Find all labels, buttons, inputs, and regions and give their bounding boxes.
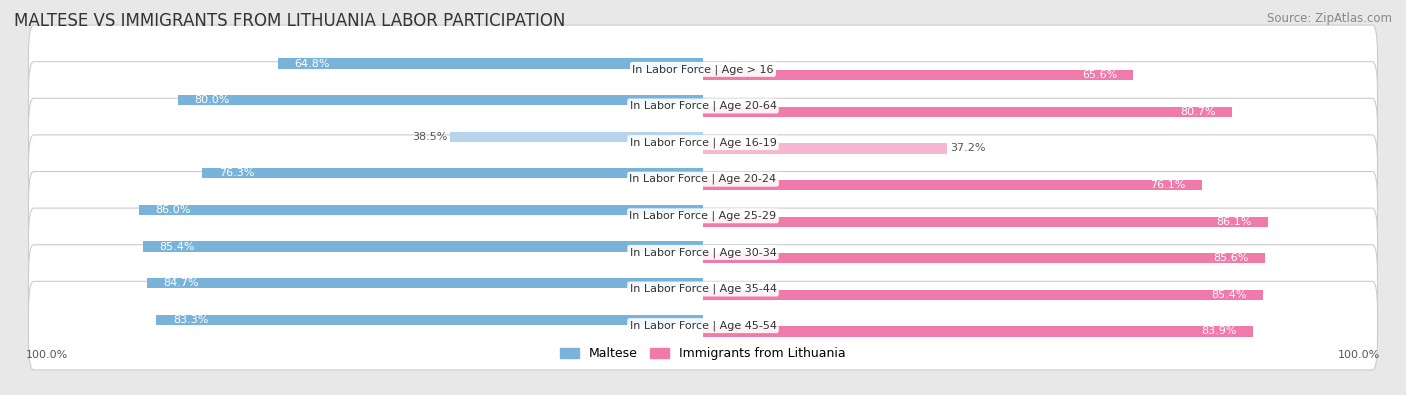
Bar <box>703 180 1202 190</box>
Text: In Labor Force | Age 30-34: In Labor Force | Age 30-34 <box>630 247 776 258</box>
Text: 80.0%: 80.0% <box>194 95 229 105</box>
Text: In Labor Force | Age 45-54: In Labor Force | Age 45-54 <box>630 320 776 331</box>
Text: 64.8%: 64.8% <box>294 58 330 68</box>
Bar <box>156 315 703 325</box>
Text: 65.6%: 65.6% <box>1081 70 1116 80</box>
Bar <box>202 168 703 179</box>
FancyBboxPatch shape <box>28 98 1378 187</box>
Bar <box>703 143 948 154</box>
Text: 85.4%: 85.4% <box>1212 290 1247 300</box>
Text: In Labor Force | Age > 16: In Labor Force | Age > 16 <box>633 64 773 75</box>
Bar <box>179 95 703 105</box>
FancyBboxPatch shape <box>28 25 1378 114</box>
Text: Source: ZipAtlas.com: Source: ZipAtlas.com <box>1267 12 1392 25</box>
FancyBboxPatch shape <box>28 208 1378 297</box>
Text: 83.3%: 83.3% <box>173 315 208 325</box>
FancyBboxPatch shape <box>28 245 1378 333</box>
Text: 83.9%: 83.9% <box>1202 327 1237 337</box>
Text: 84.7%: 84.7% <box>163 278 200 288</box>
Text: 38.5%: 38.5% <box>412 132 447 142</box>
Bar <box>142 241 703 252</box>
Text: 76.1%: 76.1% <box>1150 180 1185 190</box>
Text: 80.7%: 80.7% <box>1181 107 1216 117</box>
Bar <box>703 216 1268 227</box>
Text: 76.3%: 76.3% <box>219 168 254 178</box>
Text: In Labor Force | Age 20-24: In Labor Force | Age 20-24 <box>630 174 776 184</box>
FancyBboxPatch shape <box>28 135 1378 224</box>
FancyBboxPatch shape <box>28 62 1378 150</box>
Text: In Labor Force | Age 25-29: In Labor Force | Age 25-29 <box>630 211 776 221</box>
Bar <box>450 132 703 142</box>
Bar <box>703 326 1254 337</box>
Bar <box>703 253 1264 263</box>
Text: 85.4%: 85.4% <box>159 242 194 252</box>
FancyBboxPatch shape <box>28 281 1378 370</box>
FancyBboxPatch shape <box>28 171 1378 260</box>
Bar <box>703 290 1264 300</box>
Bar <box>703 70 1133 80</box>
Bar <box>703 107 1233 117</box>
Bar <box>148 278 703 288</box>
Text: MALTESE VS IMMIGRANTS FROM LITHUANIA LABOR PARTICIPATION: MALTESE VS IMMIGRANTS FROM LITHUANIA LAB… <box>14 12 565 30</box>
Text: In Labor Force | Age 16-19: In Labor Force | Age 16-19 <box>630 137 776 148</box>
Legend: Maltese, Immigrants from Lithuania: Maltese, Immigrants from Lithuania <box>555 342 851 365</box>
Text: 37.2%: 37.2% <box>950 143 986 153</box>
Text: 85.6%: 85.6% <box>1213 253 1249 263</box>
Text: In Labor Force | Age 20-64: In Labor Force | Age 20-64 <box>630 101 776 111</box>
Bar <box>278 58 703 69</box>
Text: 86.1%: 86.1% <box>1216 217 1251 227</box>
Text: 86.0%: 86.0% <box>155 205 190 215</box>
Text: In Labor Force | Age 35-44: In Labor Force | Age 35-44 <box>630 284 776 294</box>
Bar <box>139 205 703 215</box>
